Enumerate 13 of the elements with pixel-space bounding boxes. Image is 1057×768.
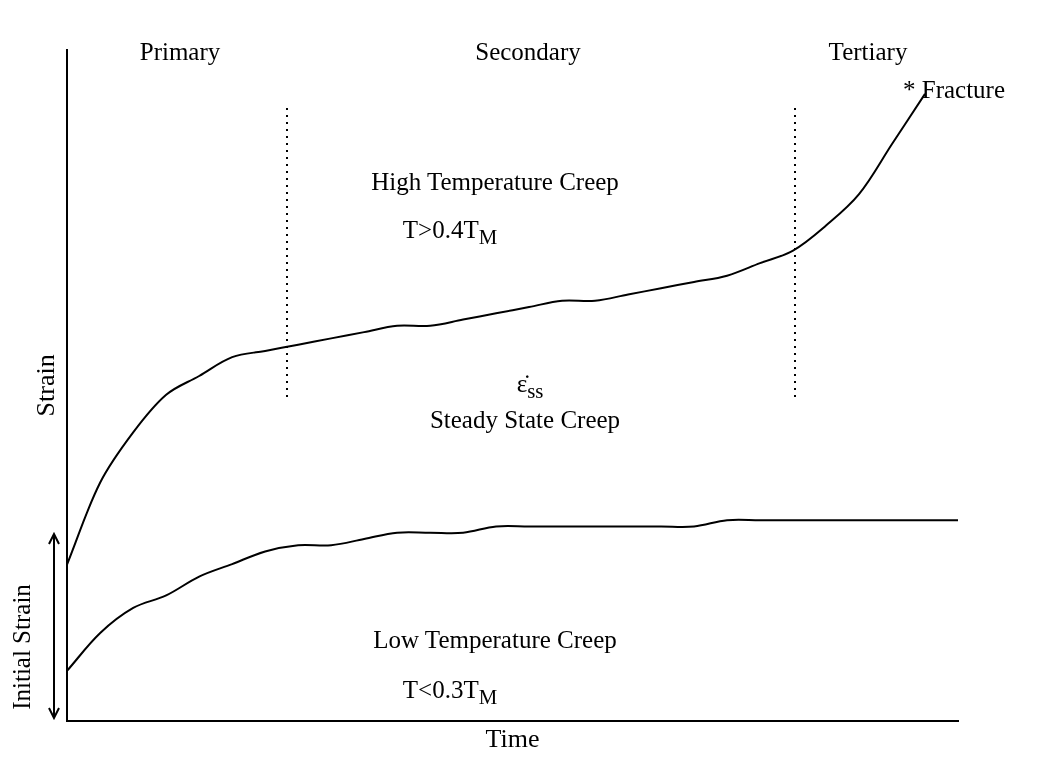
text: Primary <box>139 38 221 66</box>
annotation: * Fracture <box>903 76 1006 104</box>
annotation: T>0.4T$_{M}$ <box>402 216 498 250</box>
annotation: T<0.3T$_{M}$ <box>402 676 498 710</box>
y-axis-title: Strain <box>31 354 61 417</box>
text: Tertiary <box>828 38 908 66</box>
text: Initial Strain <box>8 584 36 710</box>
text: Secondary <box>475 38 581 66</box>
annotation: Low Temperature Creep <box>373 626 617 654</box>
annotation: ε̇$_{ss}$ <box>516 370 544 404</box>
x-axis-title: Time <box>485 724 540 754</box>
annotation: High Temperature Creep <box>371 168 619 196</box>
annotation: Steady State Creep <box>429 406 621 434</box>
